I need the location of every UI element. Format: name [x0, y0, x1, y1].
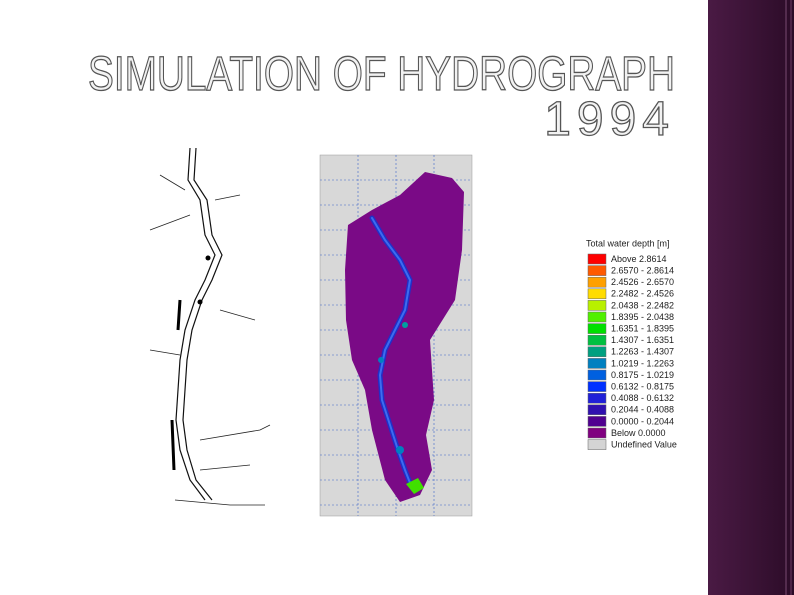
legend-swatch [587, 276, 607, 288]
legend-label: Below 0.0000 [611, 428, 666, 438]
legend-swatch [587, 288, 607, 300]
legend-label: 1.6351 - 1.8395 [611, 323, 674, 333]
legend-swatch [587, 392, 607, 404]
legend-swatch [587, 369, 607, 381]
legend-label: Undefined Value [611, 439, 677, 449]
legend-swatch [587, 416, 607, 427]
legend-label: 0.8175 - 1.0219 [611, 370, 674, 380]
legend-swatch [587, 427, 607, 439]
legend-label: 1.2263 - 1.4307 [611, 347, 674, 357]
legend-swatch [587, 334, 607, 346]
river-map [140, 145, 272, 520]
legend-label: 0.4088 - 0.6132 [611, 393, 674, 403]
legend-swatch [587, 323, 607, 334]
legend-label: 2.2482 - 2.4526 [611, 289, 674, 299]
legend-label: Above 2.8614 [611, 254, 667, 264]
legend-swatch [587, 346, 607, 358]
legend-label: 2.6570 - 2.8614 [611, 265, 674, 275]
legend-swatch [587, 253, 607, 265]
legend: Total water depth [m] Above 2.86142.6570… [586, 238, 677, 450]
legend-swatch [587, 439, 607, 450]
legend-swatch [587, 381, 607, 392]
legend-swatch [587, 358, 607, 369]
legend-label: 1.8395 - 2.0438 [611, 312, 674, 322]
legend-title: Total water depth [m] [586, 238, 670, 248]
simulation-map [319, 154, 473, 517]
legend-label: 2.0438 - 2.2482 [611, 300, 674, 310]
legend-label: 2.4526 - 2.6570 [611, 277, 674, 287]
legend-swatch [587, 265, 607, 276]
legend-swatch [587, 404, 607, 416]
legend-label: 0.0000 - 0.2044 [611, 416, 674, 426]
legend-swatch [587, 311, 607, 323]
legend-swatch [587, 300, 607, 311]
legend-label: 0.2044 - 0.4088 [611, 405, 674, 415]
side-band [708, 0, 794, 595]
legend-label: 1.4307 - 1.6351 [611, 335, 674, 345]
legend-label: 1.0219 - 1.2263 [611, 358, 674, 368]
legend-label: 0.6132 - 0.8175 [611, 381, 674, 391]
title-line: SIMULATION OF HYDROGRAPH [88, 48, 675, 101]
title-line: 1994 [544, 93, 675, 146]
